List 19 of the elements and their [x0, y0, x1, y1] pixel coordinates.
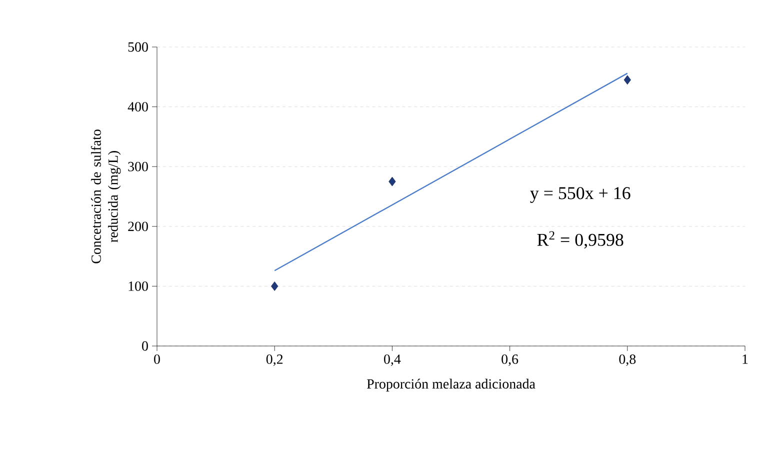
annotation: R$^{2}$ = 0,9598 [537, 231, 624, 249]
point [388, 176, 396, 186]
point [624, 75, 631, 85]
x-tick-label: 0 [154, 354, 160, 364]
y-tick-label: 400 [128, 102, 148, 112]
y-tick-label: 500 [128, 42, 148, 52]
y-tick-label: 0 [142, 341, 148, 351]
y-tick-label: 200 [128, 222, 148, 232]
point [271, 282, 278, 291]
x-tick-label: 0,8 [619, 354, 636, 366]
annotation: y = 550x + 16 [530, 187, 630, 203]
y-axis-title: Concetración de sulfato reducida (mg/L) [90, 130, 121, 264]
y-tick-label: 100 [128, 281, 148, 291]
x-axis-title: Proporción melaza adicionada [366, 378, 536, 392]
x-tick-label: 0,6 [502, 354, 518, 366]
x-tick-label: 1 [742, 354, 748, 364]
x-tick-label: 0,2 [266, 354, 283, 366]
x-tick-label: 0,4 [384, 354, 401, 366]
y-tick-label: 300 [128, 162, 148, 172]
